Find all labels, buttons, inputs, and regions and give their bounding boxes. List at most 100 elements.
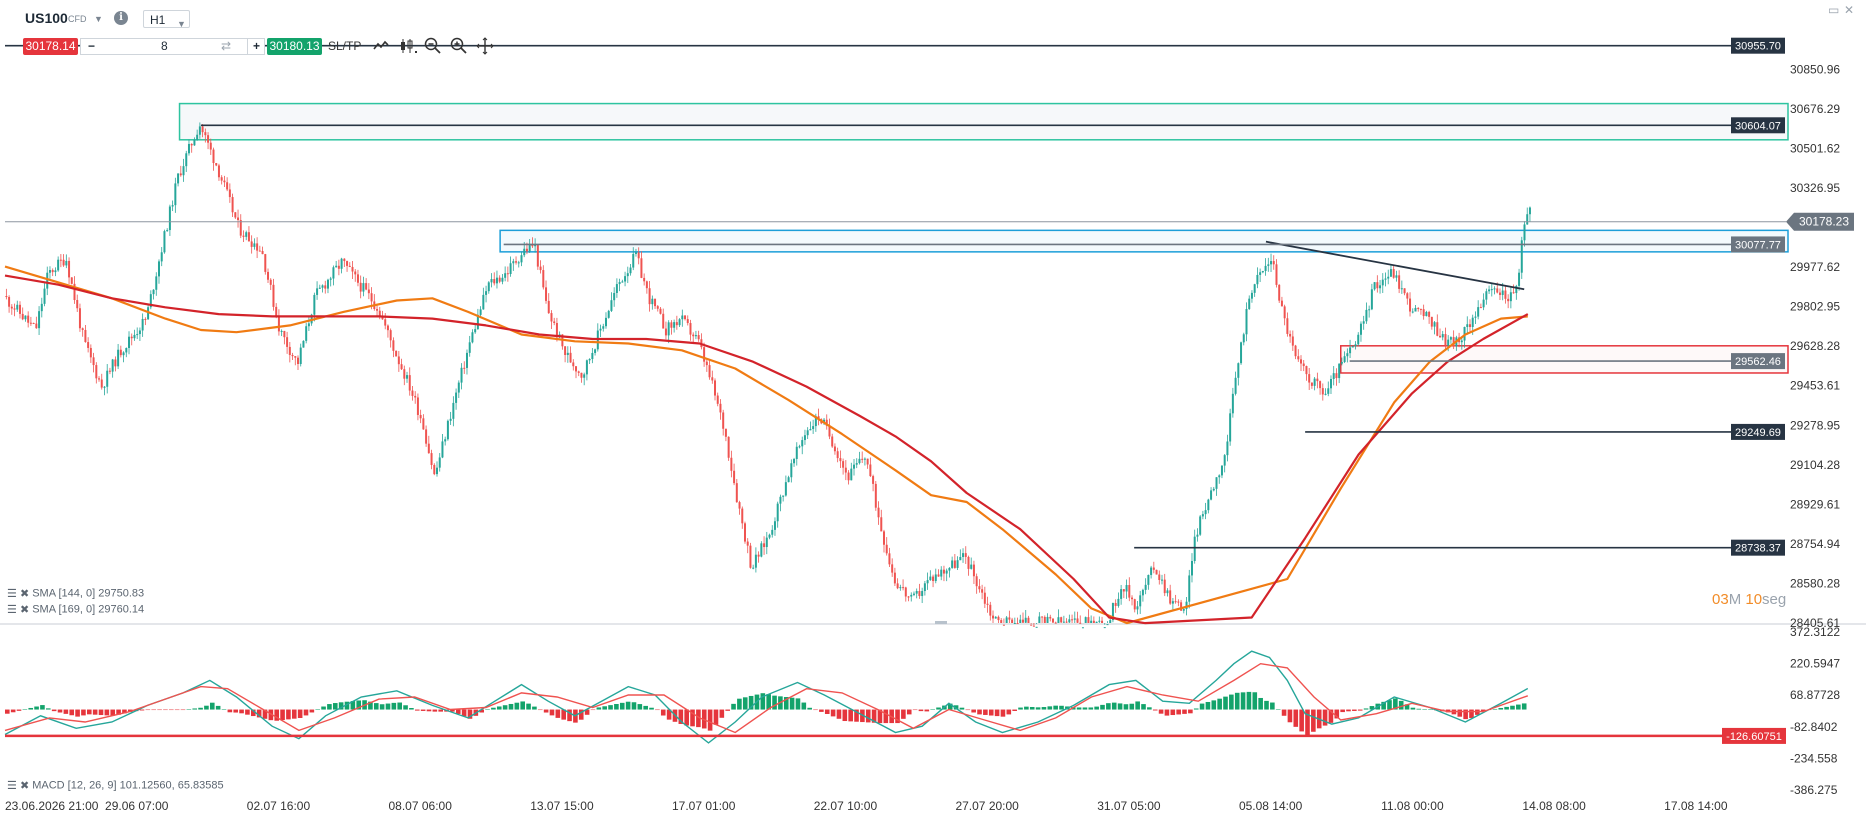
candle-body [1027, 617, 1030, 623]
candle [923, 580, 926, 596]
candle-body [948, 567, 951, 571]
candle [1019, 614, 1022, 623]
candle [604, 312, 607, 329]
menu-icon[interactable]: ☰ [7, 588, 17, 600]
candle [1150, 565, 1153, 579]
macd-histogram-bar [807, 707, 812, 710]
macd-histogram-bar [1012, 709, 1017, 711]
increase-button[interactable]: + [247, 39, 260, 54]
macd-histogram-bar [766, 694, 771, 710]
info-icon[interactable]: i [114, 11, 128, 25]
macd-histogram-bar [1264, 700, 1269, 710]
candle-body [46, 272, 49, 289]
macd-histogram-bar [514, 702, 520, 710]
buy-button[interactable]: 30180.13 [267, 38, 322, 55]
candle [187, 139, 190, 156]
macd-histogram-bar [865, 709, 871, 723]
candles-icon[interactable] [398, 36, 418, 56]
candle [1051, 618, 1054, 623]
candle [108, 367, 111, 375]
candle-body [190, 143, 193, 146]
candle [400, 358, 403, 371]
candle-body [386, 325, 389, 331]
candle [1128, 577, 1131, 602]
close-icon[interactable]: ✕ [1844, 3, 1855, 17]
macd-histogram-bar [485, 709, 490, 710]
remove-icon[interactable]: ✖ [19, 780, 30, 792]
macd-histogram-bar [983, 709, 988, 715]
candle [321, 284, 324, 293]
candle [51, 268, 54, 277]
candle [460, 363, 463, 390]
quantity-value[interactable]: 8 [161, 39, 168, 53]
macd-histogram-bar [1211, 700, 1217, 710]
candle-body [1308, 374, 1311, 383]
candle [640, 251, 643, 279]
macd-histogram-bar [567, 709, 572, 722]
candle-body [1444, 334, 1447, 346]
macd-histogram-bar [168, 709, 174, 711]
macd-histogram-bar [274, 709, 280, 721]
macd-histogram-bar [280, 709, 285, 721]
macd-y-tick-label: -82.8402 [1790, 720, 1838, 734]
minimize-icon[interactable]: ▭ [1828, 3, 1840, 17]
y-tick-label: 28929.61 [1790, 497, 1840, 511]
candle-body [1073, 618, 1076, 620]
candle-body [833, 446, 836, 452]
candle-body [1313, 378, 1316, 386]
candle-body [149, 294, 152, 308]
candle [89, 344, 92, 363]
candle-body [776, 503, 779, 522]
decrease-button[interactable]: − [88, 39, 96, 53]
macd-histogram-bar [584, 709, 590, 715]
candle-body [1343, 356, 1346, 363]
candle [872, 474, 875, 492]
candle [667, 320, 670, 344]
candle-body [228, 189, 231, 198]
remove-icon[interactable]: ✖ [19, 604, 30, 616]
candle [157, 259, 160, 284]
candle-body [1043, 616, 1046, 623]
quantity-stepper[interactable]: − 8 ⇄ + [80, 38, 265, 55]
candle [1419, 308, 1422, 315]
candle [326, 278, 329, 294]
macd-panel: -126.60751 [4, 650, 1786, 744]
candle-body [277, 315, 280, 332]
symbol-name[interactable]: US100 [25, 10, 68, 26]
crosshair-move-icon[interactable] [475, 36, 495, 56]
macd-histogram-bar [901, 709, 906, 719]
candle [1229, 408, 1232, 446]
candle-body [654, 298, 657, 307]
menu-icon[interactable]: ☰ [7, 780, 17, 792]
candle-body [1460, 340, 1463, 343]
candle [1512, 284, 1515, 294]
candle-body [970, 564, 973, 569]
candle [152, 289, 155, 300]
candle [1117, 592, 1120, 608]
candle-body [8, 297, 11, 307]
candle-body [152, 289, 155, 295]
candle-body [92, 357, 95, 366]
candle-body [1259, 272, 1262, 275]
zoom-in-icon[interactable] [449, 36, 469, 56]
candle [539, 260, 542, 274]
level-tag [1731, 37, 1785, 54]
candle [629, 263, 632, 276]
candle-body [779, 496, 782, 504]
candle [686, 315, 689, 326]
timeframe-select[interactable]: H1 ▼ [143, 10, 190, 29]
candle-body [414, 395, 417, 398]
sync-icon[interactable]: ⇄ [221, 39, 232, 53]
x-tick-label: 14.08 08:00 [1522, 799, 1586, 813]
sltp-button[interactable]: SL/TP [328, 39, 362, 53]
candle-body [367, 289, 370, 294]
chevron-down-icon[interactable]: ▼ [94, 14, 103, 24]
menu-icon[interactable]: ☰ [7, 604, 17, 616]
candle [70, 277, 73, 285]
line-chart-icon[interactable] [371, 36, 391, 56]
zoom-out-icon[interactable] [423, 36, 443, 56]
sell-button[interactable]: 30178.14 [23, 38, 78, 55]
candle-body [433, 464, 436, 475]
remove-icon[interactable]: ✖ [19, 588, 30, 600]
